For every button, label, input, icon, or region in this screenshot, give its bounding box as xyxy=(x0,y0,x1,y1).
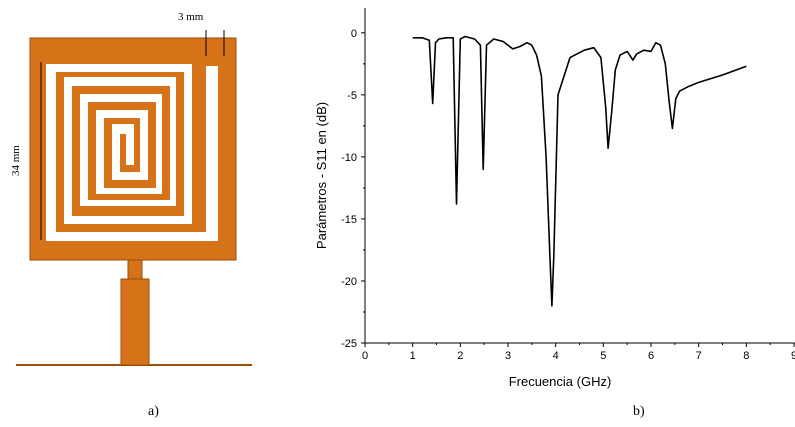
s11-series-line xyxy=(412,35,747,307)
s11-chart: 0 1 2 3 4 5 6 7 8 9 0 -5 -10 -15 -20 -25 Frecuencia (GH… xyxy=(314,8,795,389)
x-axis-label: Frecuencia (GHz) xyxy=(509,374,612,389)
dim-height-label: 34 mm xyxy=(10,145,22,176)
x-tick-label: 5 xyxy=(600,350,606,362)
caption-b: b) xyxy=(633,404,645,419)
x-tick-label: 0 xyxy=(362,350,368,362)
chart-ticks: 0 1 2 3 4 5 6 7 8 9 0 -5 -10 -15 -20 -25 xyxy=(341,28,795,362)
spiral-antenna-diagram: 3 mm 34 mm xyxy=(10,11,252,366)
feed-line-wide xyxy=(120,278,150,366)
x-tick-label: 2 xyxy=(457,350,463,362)
y-tick-label: -5 xyxy=(347,90,357,102)
y-tick-label: -10 xyxy=(341,152,357,164)
x-tick-label: 1 xyxy=(410,350,416,362)
y-tick-label: 0 xyxy=(351,28,357,40)
x-tick-label: 3 xyxy=(505,350,511,362)
feed-line-narrow xyxy=(127,258,143,280)
x-tick-label: 7 xyxy=(696,350,702,362)
y-tick-label: -15 xyxy=(341,214,357,226)
caption-a: a) xyxy=(148,404,159,419)
y-tick-label: -25 xyxy=(341,338,357,350)
spiral-gap xyxy=(46,64,218,241)
dim-width-label: 3 mm xyxy=(178,11,204,23)
x-tick-label: 6 xyxy=(648,350,654,362)
y-tick-label: -20 xyxy=(341,276,357,288)
y-axis-label: Parámetros - S11 en (dB) xyxy=(314,102,329,249)
x-tick-label: 8 xyxy=(743,350,749,362)
x-tick-label: 4 xyxy=(553,350,559,362)
x-tick-label: 9 xyxy=(791,350,795,362)
